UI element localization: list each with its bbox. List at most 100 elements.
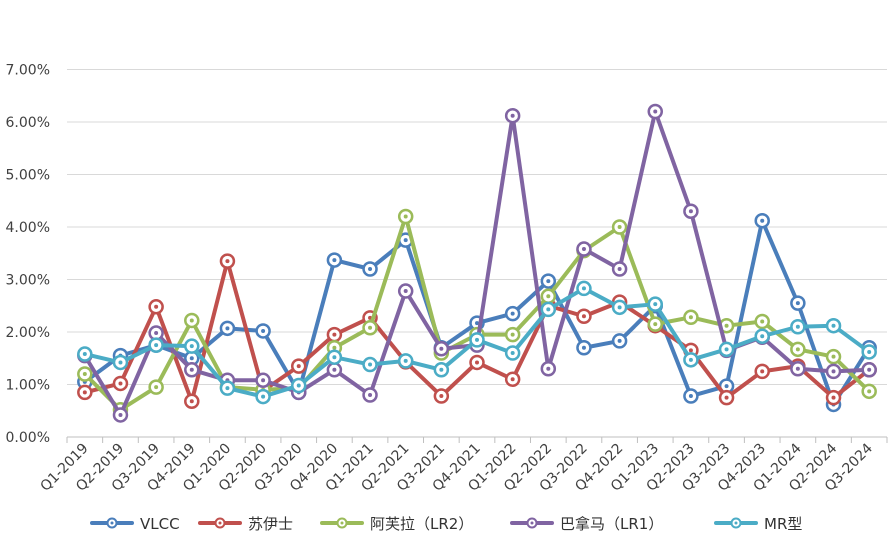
legend-marker-center bbox=[110, 521, 114, 525]
data-point-center bbox=[118, 412, 123, 417]
data-point-center bbox=[546, 279, 551, 284]
x-axis-tick-labels: Q1-2019Q2-2019Q3-2019Q4-2019Q1-2020Q2-20… bbox=[37, 440, 876, 494]
data-point-center bbox=[617, 305, 622, 310]
data-point-center bbox=[617, 267, 622, 271]
data-point-center bbox=[439, 367, 444, 372]
legend-label: MR型 bbox=[764, 515, 802, 533]
data-point-center bbox=[795, 324, 800, 329]
data-point-center bbox=[475, 360, 479, 365]
data-point-center bbox=[688, 394, 693, 399]
data-point-center bbox=[653, 109, 658, 114]
legend-marker-center bbox=[530, 521, 534, 525]
data-point-center bbox=[831, 369, 836, 374]
data-point-center bbox=[154, 304, 159, 309]
legend-label: 阿芙拉（LR2） bbox=[370, 515, 473, 533]
data-point-center bbox=[82, 372, 87, 376]
data-point-center bbox=[225, 259, 230, 264]
data-point-center bbox=[332, 355, 337, 360]
data-point-center bbox=[795, 366, 800, 371]
data-point-center bbox=[688, 209, 693, 214]
legend-item: VLCC bbox=[90, 515, 180, 533]
data-point-center bbox=[225, 386, 230, 391]
data-point-center bbox=[760, 218, 765, 223]
data-point-center bbox=[332, 367, 337, 372]
y-tick-label: 5.00% bbox=[6, 168, 50, 184]
data-point-center bbox=[475, 337, 479, 342]
data-point-center bbox=[189, 344, 194, 349]
data-point-center bbox=[439, 394, 444, 399]
data-point-center bbox=[82, 352, 87, 357]
y-axis-tick-labels: 0.00% 1.00% 2.00% 3.00% 4.00% 5.00% 6.00% 7.00% bbox=[6, 63, 50, 447]
data-point-center bbox=[688, 357, 693, 362]
data-point-center bbox=[261, 394, 266, 399]
data-point-center bbox=[867, 349, 872, 354]
y-tick-label: 7.00% bbox=[6, 63, 50, 79]
data-point-center bbox=[760, 334, 765, 339]
data-point-center bbox=[617, 338, 622, 343]
data-point-center bbox=[510, 377, 515, 382]
data-point-center bbox=[724, 347, 729, 352]
series-5 bbox=[77, 280, 877, 405]
data-point-center bbox=[653, 322, 658, 327]
data-point-center bbox=[831, 354, 836, 359]
y-tick-label: 0.00% bbox=[6, 430, 50, 446]
data-point-center bbox=[831, 395, 836, 400]
legend-item: 苏伊士 bbox=[198, 515, 293, 533]
legend-item: MR型 bbox=[714, 515, 802, 533]
legend-label: 巴拿马（LR1） bbox=[560, 515, 663, 533]
data-point-center bbox=[546, 294, 551, 299]
y-gridlines bbox=[66, 69, 888, 443]
data-point-center bbox=[332, 258, 337, 263]
data-point-center bbox=[581, 286, 586, 291]
data-point-center bbox=[724, 323, 729, 328]
data-point-center bbox=[724, 395, 729, 400]
data-point-center bbox=[296, 364, 301, 369]
data-point-center bbox=[189, 318, 194, 323]
data-point-center bbox=[189, 367, 194, 372]
data-point-center bbox=[439, 346, 444, 351]
data-point-center bbox=[760, 369, 765, 374]
data-point-center bbox=[831, 323, 836, 328]
legend-item: 巴拿马（LR1） bbox=[510, 515, 663, 533]
data-point-center bbox=[118, 381, 123, 386]
legend-label: VLCC bbox=[140, 515, 180, 533]
data-point-center bbox=[403, 214, 408, 219]
data-point-center bbox=[581, 314, 586, 319]
legend-marker-center bbox=[734, 521, 738, 525]
y-tick-label: 6.00% bbox=[6, 115, 50, 131]
y-tick-label: 1.00% bbox=[6, 378, 50, 394]
series-lines bbox=[77, 103, 877, 423]
data-point-center bbox=[581, 247, 586, 252]
data-point-center bbox=[653, 302, 658, 307]
data-point-center bbox=[510, 332, 515, 337]
data-point-center bbox=[403, 238, 408, 243]
data-point-center bbox=[403, 289, 408, 294]
data-point-center bbox=[510, 351, 515, 355]
legend: VLCC 苏伊士 阿芙拉（LR2） 巴拿马（LR1） MR型 bbox=[90, 515, 802, 533]
data-point-center bbox=[368, 325, 373, 330]
data-point-center bbox=[867, 367, 872, 372]
data-point-center bbox=[760, 319, 765, 324]
data-point-center bbox=[546, 366, 551, 371]
y-tick-label: 4.00% bbox=[6, 220, 50, 236]
data-point-center bbox=[368, 393, 373, 397]
legend-label: 苏伊士 bbox=[248, 515, 293, 533]
data-point-center bbox=[688, 315, 693, 320]
data-point-center bbox=[724, 384, 729, 389]
legend-marker-center bbox=[218, 521, 222, 525]
data-point-center bbox=[296, 383, 301, 388]
data-point-center bbox=[189, 399, 194, 404]
data-point-center bbox=[189, 356, 194, 361]
data-point-center bbox=[546, 307, 551, 312]
data-point-center bbox=[225, 326, 230, 331]
data-point-center bbox=[510, 113, 515, 118]
data-point-center bbox=[368, 362, 373, 367]
data-point-center bbox=[332, 345, 337, 350]
data-point-center bbox=[154, 385, 159, 390]
y-tick-label: 3.00% bbox=[6, 273, 50, 289]
data-point-center bbox=[118, 360, 123, 365]
y-tick-label: 2.00% bbox=[6, 325, 50, 341]
data-point-center bbox=[617, 225, 622, 229]
data-point-center bbox=[795, 301, 800, 306]
